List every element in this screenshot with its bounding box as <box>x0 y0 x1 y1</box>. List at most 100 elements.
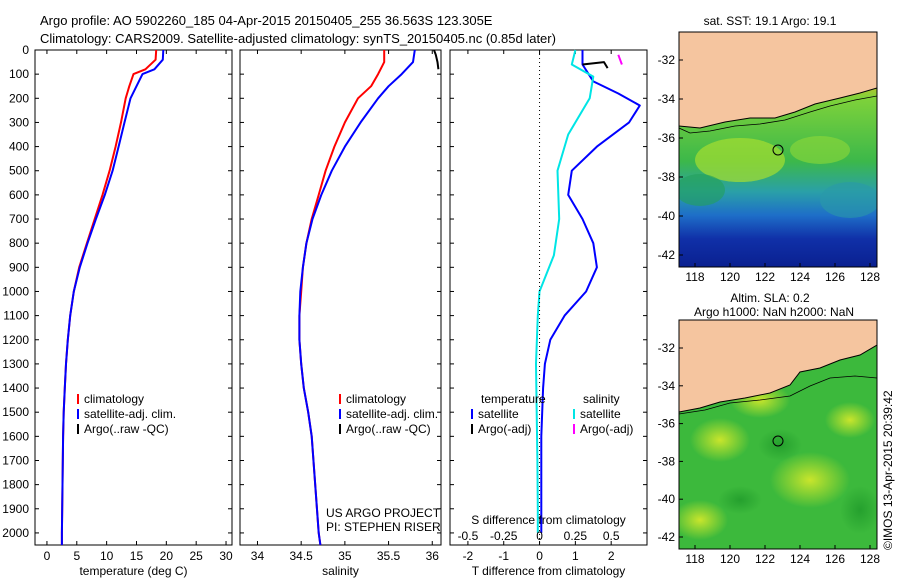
x-tick-label: 10 <box>100 549 114 563</box>
x-tick-label: 1 <box>572 549 579 563</box>
y-tick-label: 1100 <box>3 309 29 323</box>
series-line-salinity-satellite <box>535 49 595 533</box>
y-tick-label: 200 <box>9 91 29 105</box>
y-tick-label: 2000 <box>2 526 29 540</box>
map-y-tick-label: -42 <box>658 248 676 262</box>
figure-subtitle: Climatology: CARS2009. Satellite-adjuste… <box>40 31 556 46</box>
map-x-tick-label: 128 <box>860 270 880 284</box>
map-y-tick-label: -34 <box>658 379 676 393</box>
y-tick-label: 1700 <box>2 453 29 467</box>
x-axis-label: T difference from climatology <box>472 564 626 578</box>
salinity-tick-label: -0.5 <box>458 529 479 543</box>
series-line-argo-raw-qc- <box>433 49 440 70</box>
temperature-panel <box>34 49 233 546</box>
difference-panel <box>449 49 648 546</box>
map-x-tick-label: 126 <box>825 270 845 284</box>
y-tick-label: 1800 <box>2 478 29 492</box>
salinity-axis-label: S difference from climatology <box>471 513 626 527</box>
imos-credit: ©IMOS 13-Apr-2015 20:39:42 <box>881 390 895 550</box>
y-tick-label: 0 <box>22 43 29 57</box>
legend-heading: temperature <box>481 392 546 406</box>
x-tick-label: -1 <box>498 549 509 563</box>
y-tick-label: 800 <box>9 236 29 250</box>
sla-map-title: Altim. SLA: 0.2 <box>730 291 810 305</box>
x-tick-label: 34 <box>251 549 265 563</box>
legend-label: satellite <box>478 407 519 421</box>
legend-label: satellite-adj. clim. <box>346 407 438 421</box>
y-tick-label: 600 <box>9 188 29 202</box>
series-line-satellite-adj-clim- <box>60 49 165 545</box>
legend-label: Argo(-adj) <box>478 422 531 436</box>
y-tick-label: 1400 <box>2 381 29 395</box>
map-y-tick-label: -40 <box>658 209 676 223</box>
map-x-tick-label: 120 <box>720 552 740 566</box>
map-x-tick-label: 118 <box>685 552 704 566</box>
map-y-tick-label: -38 <box>658 454 676 468</box>
x-tick-label: 30 <box>219 549 233 563</box>
map-x-tick-label: 126 <box>825 552 845 566</box>
sla-map-subtitle: Argo h1000: NaN h2000: NaN <box>694 305 854 319</box>
y-tick-label: 1600 <box>2 429 29 443</box>
map-x-tick-label: 128 <box>860 552 880 566</box>
map-y-tick-label: -42 <box>658 530 676 544</box>
y-tick-label: 400 <box>9 140 29 154</box>
x-tick-label: 34.5 <box>289 549 313 563</box>
x-axis-label: temperature (deg C) <box>79 564 187 578</box>
legend-label: satellite <box>580 407 621 421</box>
pi-annotation: US ARGO PROJECT <box>326 506 441 520</box>
map-y-tick-label: -38 <box>658 170 676 184</box>
series-line-temperature-satellite <box>540 50 641 533</box>
y-tick-label: 500 <box>9 164 29 178</box>
map-x-tick-label: 122 <box>755 270 775 284</box>
map-y-tick-label: -32 <box>658 53 676 67</box>
x-tick-label: 35.5 <box>377 549 401 563</box>
map-y-tick-label: -34 <box>658 92 676 106</box>
map-x-tick-label: 124 <box>790 552 810 566</box>
x-tick-label: 15 <box>130 549 144 563</box>
x-tick-label: 25 <box>190 549 204 563</box>
salinity-panel <box>239 49 442 546</box>
map-y-tick-label: -32 <box>658 341 676 355</box>
x-tick-label: 2 <box>608 549 615 563</box>
legend-label: satellite-adj. clim. <box>84 407 176 421</box>
legend-label: Argo(..raw -QC) <box>84 422 169 436</box>
map-y-tick-label: -36 <box>658 417 676 431</box>
y-tick-label: 1900 <box>2 502 29 516</box>
x-tick-label: 20 <box>160 549 174 563</box>
salinity-tick-label: 0.5 <box>603 529 620 543</box>
x-tick-label: -2 <box>463 549 474 563</box>
y-tick-label: 1500 <box>2 405 29 419</box>
y-tick-label: 100 <box>9 67 29 81</box>
x-tick-label: 36 <box>426 549 440 563</box>
figure-title: Argo profile: AO 5902260_185 04-Apr-2015… <box>40 13 493 28</box>
sst-map <box>678 31 878 268</box>
legend-label: climatology <box>84 392 144 406</box>
legend-heading: salinity <box>583 392 620 406</box>
salinity-tick-label: 0 <box>536 529 543 543</box>
salinity-tick-label: 0.25 <box>564 529 588 543</box>
map-x-tick-label: 120 <box>720 270 740 284</box>
x-tick-label: 35 <box>338 549 352 563</box>
sst-map-title: sat. SST: 19.1 Argo: 19.1 <box>704 14 837 28</box>
series-line-satellite-adj-clim- <box>298 49 416 546</box>
map-y-tick-label: -36 <box>658 131 676 145</box>
map-x-tick-label: 122 <box>755 552 775 566</box>
y-tick-label: 1200 <box>2 333 29 347</box>
map-y-tick-label: -40 <box>658 492 676 506</box>
x-tick-label: 5 <box>73 549 80 563</box>
x-axis-label: salinity <box>322 564 359 578</box>
y-tick-label: 1300 <box>2 357 29 371</box>
legend-label: climatology <box>346 392 406 406</box>
salinity-tick-label: -0.25 <box>490 529 518 543</box>
y-tick-label: 300 <box>9 115 29 129</box>
sla-map <box>678 319 878 550</box>
x-tick-label: 0 <box>536 549 543 563</box>
y-tick-label: 900 <box>9 260 29 274</box>
series-line-salinity-argo-adj- <box>617 54 623 65</box>
map-x-tick-label: 118 <box>685 270 704 284</box>
pi-annotation: PI: STEPHEN RISER <box>326 520 441 534</box>
legend-label: Argo(-adj) <box>580 422 633 436</box>
series-line-temperature-argo-adj- <box>582 61 609 69</box>
y-tick-label: 700 <box>9 212 29 226</box>
